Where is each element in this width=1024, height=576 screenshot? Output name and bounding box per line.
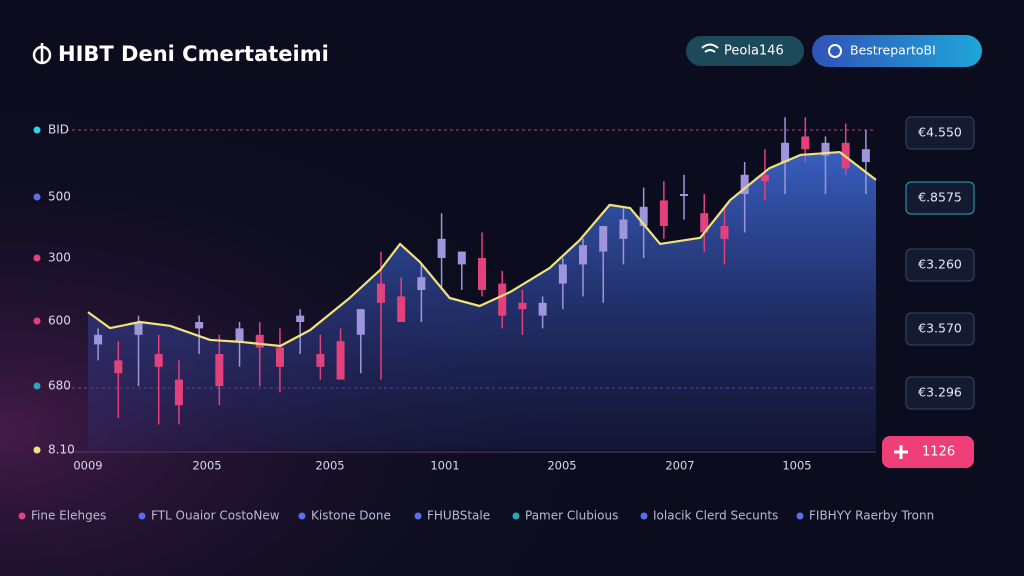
x-label: 1001	[430, 459, 459, 473]
candle-body	[498, 283, 507, 316]
price-tag-label: €3.296	[918, 385, 962, 400]
legend-dot	[18, 512, 26, 520]
price-tag-label: €4.550	[918, 125, 962, 140]
candle-body	[336, 341, 345, 380]
candle-body	[457, 251, 466, 265]
y-label: BID	[48, 123, 69, 137]
price-tag-label: €3.260	[918, 257, 962, 272]
legend-dot	[138, 512, 146, 520]
app-title: HIBT Deni Cmertateimi	[58, 42, 329, 66]
candle-body	[235, 328, 244, 342]
y-label-dot	[33, 254, 41, 262]
add-button-label: 1126	[922, 445, 955, 460]
legend-label: Kistone Done	[311, 509, 391, 523]
candle-body	[215, 354, 224, 386]
x-label: 2005	[547, 459, 576, 473]
candle-body	[680, 194, 689, 196]
candle-body	[579, 245, 588, 265]
candle-body	[397, 296, 406, 322]
candle-body	[639, 206, 648, 226]
legend-dot	[640, 512, 648, 520]
price-tag	[905, 116, 975, 150]
x-label: 0009	[73, 459, 102, 473]
y-label-dot	[33, 193, 41, 201]
x-label: 2005	[192, 459, 221, 473]
candle-body	[478, 258, 486, 290]
y-label-dot	[33, 382, 41, 390]
report-icon	[828, 44, 842, 58]
candle-body	[195, 322, 204, 329]
price-tag-label: €.8575	[918, 190, 962, 205]
candle-body	[599, 226, 608, 252]
y-label: 680	[48, 379, 71, 393]
candle-body	[275, 347, 284, 367]
price-tag	[905, 376, 975, 410]
candle-body	[437, 238, 446, 258]
y-label: 500	[48, 190, 71, 204]
legend-label: Fine Elehges	[31, 509, 106, 523]
candle-body	[821, 142, 830, 156]
candle-body	[255, 334, 264, 348]
report-button[interactable]	[812, 35, 982, 67]
candle-body	[114, 360, 123, 374]
price-tag	[905, 248, 975, 282]
legend-dot	[414, 512, 422, 520]
legend-dot	[298, 512, 306, 520]
y-label: 8.10	[48, 443, 75, 457]
y-label: 600	[48, 314, 71, 328]
area	[88, 152, 876, 450]
candle-body	[720, 226, 729, 239]
candle-body	[376, 283, 385, 303]
candle-body	[538, 302, 547, 316]
legend-dot	[796, 512, 804, 520]
price-tag	[905, 312, 975, 346]
candle-body	[801, 136, 810, 150]
trend-line	[87, 150, 877, 348]
price-tag	[905, 181, 975, 215]
candle-body	[417, 277, 426, 290]
candle-body	[296, 315, 305, 322]
x-label: 2007	[665, 459, 694, 473]
wifi-button-label: Peola146	[724, 44, 784, 59]
candle-body	[134, 322, 143, 335]
x-label: 1005	[782, 459, 811, 473]
y-label: 300	[48, 251, 71, 265]
wifi-button[interactable]	[686, 36, 804, 66]
report-button-label: BestrepartoBI	[850, 43, 936, 58]
price-tag-label: €3.570	[918, 321, 962, 336]
logo	[32, 43, 52, 65]
legend-label: Iolacik Clerd Secunts	[653, 509, 778, 523]
legend-label: FHUBStale	[427, 509, 490, 523]
candle-body	[94, 334, 103, 345]
candle-body	[861, 149, 870, 162]
legend-label: FTL Ouaior CostoNew	[151, 509, 280, 523]
y-label-dot	[33, 126, 41, 134]
candle-body	[356, 309, 365, 335]
candle-body	[558, 264, 567, 284]
y-label-dot	[33, 446, 41, 454]
candle-body	[740, 174, 749, 194]
candle-body	[518, 302, 527, 310]
candle-body	[174, 379, 183, 406]
y-label-dot	[33, 317, 41, 325]
x-label: 2005	[315, 459, 344, 473]
plus-icon	[894, 445, 908, 459]
candle-body	[781, 142, 790, 162]
candle-body	[154, 354, 163, 367]
add-button[interactable]	[882, 436, 974, 468]
wifi-icon	[701, 43, 719, 53]
legend-dot	[512, 512, 520, 520]
legend-label: FIBHYY Raerby Tronn	[809, 509, 934, 523]
candle-body	[619, 219, 628, 239]
candle-body	[316, 354, 325, 367]
legend-label: Pamer Clubious	[525, 509, 618, 523]
candle-body	[760, 174, 769, 182]
candle-body	[700, 213, 709, 233]
candle-body	[659, 200, 668, 226]
